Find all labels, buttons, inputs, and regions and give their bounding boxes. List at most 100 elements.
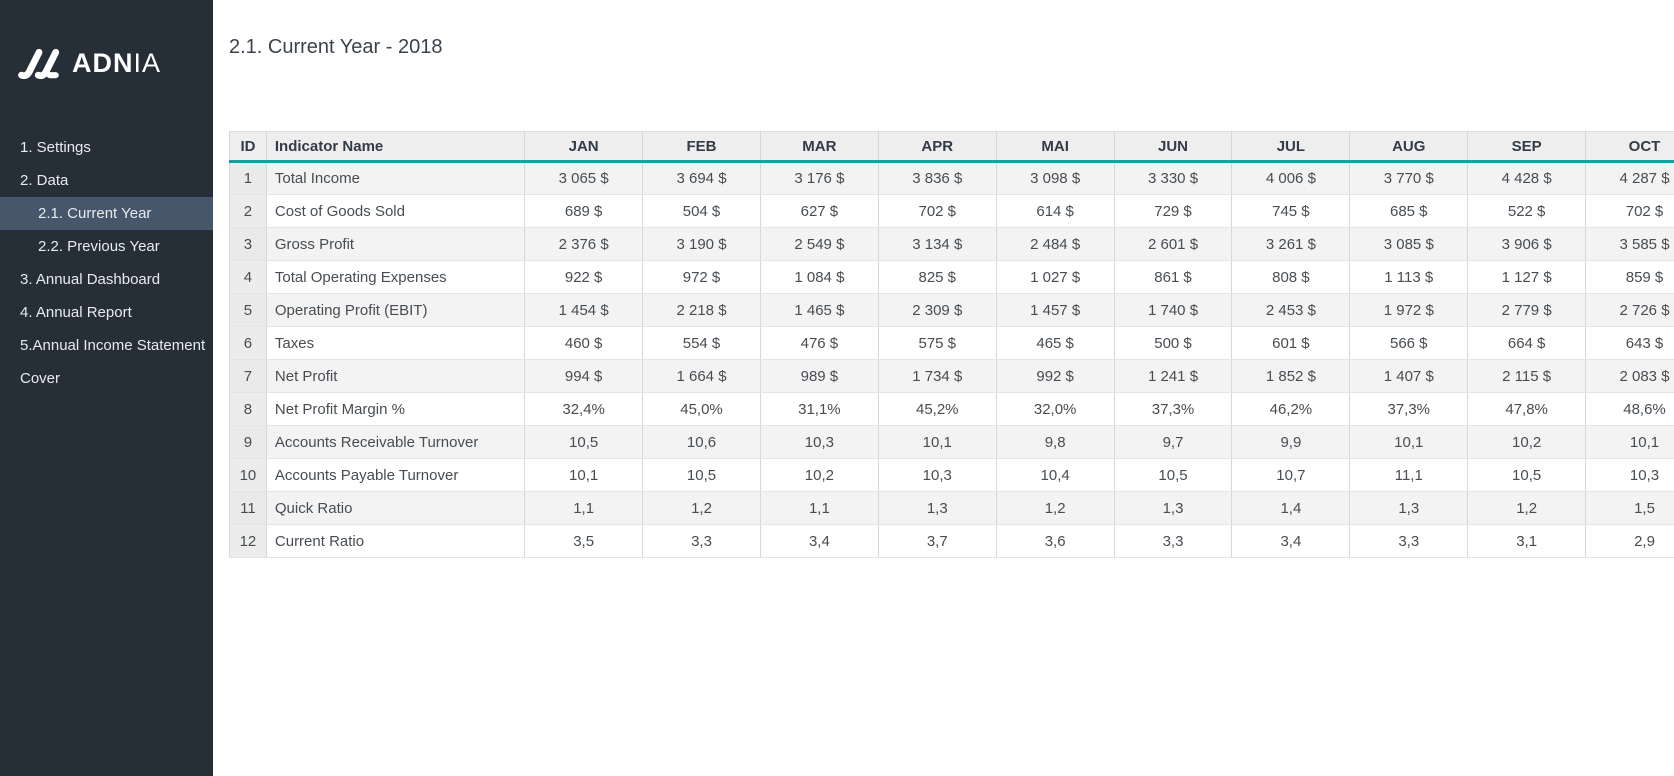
cell-value[interactable]: 37,3%	[1113, 392, 1233, 426]
cell-value[interactable]: 994 $	[524, 359, 644, 393]
cell-value[interactable]: 45,0%	[642, 392, 761, 426]
cell-value[interactable]: 3 836 $	[877, 161, 997, 195]
cell-value[interactable]: 10,2	[759, 458, 879, 492]
cell-indicator-name[interactable]: Gross Profit	[265, 227, 526, 261]
cell-value[interactable]: 3 906 $	[1467, 227, 1587, 261]
cell-value[interactable]: 627 $	[759, 194, 879, 228]
cell-value[interactable]: 3 098 $	[995, 161, 1115, 195]
cell-value[interactable]: 1,2	[995, 491, 1115, 525]
sidebar-item[interactable]: 5.Annual Income Statement	[0, 329, 213, 362]
cell-value[interactable]: 685 $	[1349, 194, 1469, 228]
cell-value[interactable]: 3 330 $	[1113, 161, 1233, 195]
cell-indicator-name[interactable]: Accounts Payable Turnover	[265, 458, 526, 492]
cell-value[interactable]: 972 $	[642, 260, 761, 294]
cell-value[interactable]: 31,1%	[759, 392, 879, 426]
cell-value[interactable]: 4 006 $	[1231, 161, 1351, 195]
column-header[interactable]: FEB	[642, 131, 761, 163]
cell-value[interactable]: 992 $	[995, 359, 1115, 393]
cell-value[interactable]: 2 218 $	[642, 293, 761, 327]
cell-value[interactable]: 3 770 $	[1349, 161, 1469, 195]
cell-indicator-name[interactable]: Taxes	[265, 326, 526, 360]
cell-value[interactable]: 10,3	[1585, 458, 1674, 492]
column-header[interactable]: OCT	[1585, 131, 1674, 163]
cell-value[interactable]: 861 $	[1113, 260, 1233, 294]
cell-value[interactable]: 11,1	[1349, 458, 1469, 492]
cell-value[interactable]: 1 084 $	[759, 260, 879, 294]
cell-value[interactable]: 3,4	[759, 524, 879, 558]
cell-value[interactable]: 554 $	[642, 326, 761, 360]
cell-value[interactable]: 2 309 $	[877, 293, 997, 327]
cell-value[interactable]: 702 $	[877, 194, 997, 228]
cell-value[interactable]: 1 734 $	[877, 359, 997, 393]
cell-value[interactable]: 45,2%	[877, 392, 997, 426]
cell-value[interactable]: 3 065 $	[524, 161, 644, 195]
cell-value[interactable]: 2,9	[1585, 524, 1674, 558]
cell-value[interactable]: 1 113 $	[1349, 260, 1469, 294]
column-header[interactable]: ID	[229, 131, 267, 163]
cell-value[interactable]: 922 $	[524, 260, 644, 294]
cell-indicator-name[interactable]: Total Operating Expenses	[265, 260, 526, 294]
cell-indicator-name[interactable]: Total Income	[265, 161, 526, 195]
cell-value[interactable]: 1 852 $	[1231, 359, 1351, 393]
cell-value[interactable]: 10,1	[1585, 425, 1674, 459]
sidebar-item[interactable]: 4. Annual Report	[0, 296, 213, 329]
cell-value[interactable]: 664 $	[1467, 326, 1587, 360]
cell-value[interactable]: 601 $	[1231, 326, 1351, 360]
sidebar-item[interactable]: 2.2. Previous Year	[0, 230, 213, 263]
cell-value[interactable]: 1,3	[877, 491, 997, 525]
cell-id[interactable]: 4	[229, 260, 267, 294]
cell-value[interactable]: 3,4	[1231, 524, 1351, 558]
cell-value[interactable]: 1,2	[1467, 491, 1587, 525]
cell-value[interactable]: 1 740 $	[1113, 293, 1233, 327]
cell-id[interactable]: 7	[229, 359, 267, 393]
cell-value[interactable]: 1 241 $	[1113, 359, 1233, 393]
cell-value[interactable]: 1,1	[524, 491, 644, 525]
cell-value[interactable]: 3 085 $	[1349, 227, 1469, 261]
cell-value[interactable]: 32,4%	[524, 392, 644, 426]
cell-value[interactable]: 46,2%	[1231, 392, 1351, 426]
cell-indicator-name[interactable]: Accounts Receivable Turnover	[265, 425, 526, 459]
cell-value[interactable]: 2 549 $	[759, 227, 879, 261]
cell-indicator-name[interactable]: Current Ratio	[265, 524, 526, 558]
cell-value[interactable]: 859 $	[1585, 260, 1674, 294]
column-header[interactable]: Indicator Name	[265, 131, 526, 163]
cell-value[interactable]: 2 601 $	[1113, 227, 1233, 261]
cell-value[interactable]: 3,1	[1467, 524, 1587, 558]
column-header[interactable]: JUN	[1113, 131, 1233, 163]
cell-value[interactable]: 1,3	[1349, 491, 1469, 525]
cell-value[interactable]: 2 083 $	[1585, 359, 1674, 393]
cell-value[interactable]: 2 376 $	[524, 227, 644, 261]
sidebar-item[interactable]: 1. Settings	[0, 131, 213, 164]
cell-value[interactable]: 729 $	[1113, 194, 1233, 228]
cell-value[interactable]: 3,3	[1349, 524, 1469, 558]
cell-id[interactable]: 1	[229, 161, 267, 195]
cell-value[interactable]: 10,6	[642, 425, 761, 459]
cell-value[interactable]: 825 $	[877, 260, 997, 294]
cell-value[interactable]: 2 115 $	[1467, 359, 1587, 393]
cell-value[interactable]: 3,3	[642, 524, 761, 558]
cell-indicator-name[interactable]: Cost of Goods Sold	[265, 194, 526, 228]
column-header[interactable]: APR	[877, 131, 997, 163]
cell-value[interactable]: 9,9	[1231, 425, 1351, 459]
cell-value[interactable]: 10,1	[524, 458, 644, 492]
cell-value[interactable]: 10,5	[642, 458, 761, 492]
cell-indicator-name[interactable]: Net Profit	[265, 359, 526, 393]
cell-id[interactable]: 2	[229, 194, 267, 228]
cell-value[interactable]: 575 $	[877, 326, 997, 360]
cell-id[interactable]: 6	[229, 326, 267, 360]
cell-id[interactable]: 3	[229, 227, 267, 261]
cell-value[interactable]: 10,1	[877, 425, 997, 459]
cell-value[interactable]: 1 664 $	[642, 359, 761, 393]
cell-value[interactable]: 9,8	[995, 425, 1115, 459]
column-header[interactable]: MAI	[995, 131, 1115, 163]
cell-id[interactable]: 5	[229, 293, 267, 327]
cell-value[interactable]: 745 $	[1231, 194, 1351, 228]
column-header[interactable]: SEP	[1467, 131, 1587, 163]
cell-id[interactable]: 8	[229, 392, 267, 426]
cell-value[interactable]: 1 972 $	[1349, 293, 1469, 327]
cell-value[interactable]: 47,8%	[1467, 392, 1587, 426]
cell-value[interactable]: 3 261 $	[1231, 227, 1351, 261]
cell-value[interactable]: 2 453 $	[1231, 293, 1351, 327]
cell-value[interactable]: 3,5	[524, 524, 644, 558]
cell-value[interactable]: 48,6%	[1585, 392, 1674, 426]
